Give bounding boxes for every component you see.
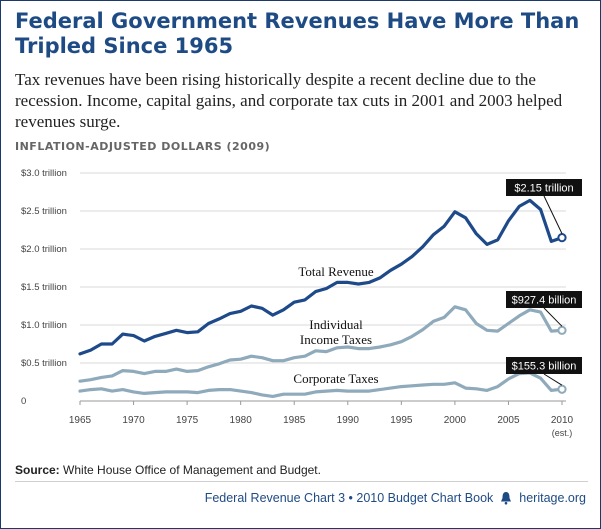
corporate-taxes-label: Corporate Taxes xyxy=(293,371,378,386)
y-tick-label: $2.5 trillion xyxy=(21,206,67,217)
callout-label: $927.4 billion xyxy=(512,295,577,307)
units-label: INFLATION-ADJUSTED DOLLARS (2009) xyxy=(15,140,271,153)
y-tick-label: $3.0 trillion xyxy=(21,168,67,179)
site-link[interactable]: heritage.org xyxy=(519,491,586,505)
callout-box xyxy=(506,291,582,308)
chart-title: Federal Government Revenues Have More Th… xyxy=(15,9,580,58)
liberty-bell-icon xyxy=(501,492,512,505)
callout-label: $2.15 trillion xyxy=(514,183,573,195)
source-note: Source: White House Office of Management… xyxy=(15,463,321,477)
source-text: White House Office of Management and Bud… xyxy=(63,463,321,477)
line-chart: 0 $0.5 trillion $1.0 trillion $1.5 trillion… xyxy=(21,168,582,438)
y-tick-label: $2.0 trillion xyxy=(21,244,67,255)
individual-income-taxes-label: Individual xyxy=(309,317,363,332)
x-tick-label: 1990 xyxy=(337,415,360,426)
callout-pointer xyxy=(543,307,563,327)
x-tick-label: 1975 xyxy=(176,415,199,426)
x-tick-label: 1965 xyxy=(69,415,92,426)
callout-pointer xyxy=(543,373,563,386)
callout-label: $155.3 billion xyxy=(512,361,577,373)
total-revenue-line xyxy=(78,198,564,356)
corporate-taxes-line xyxy=(78,371,564,398)
endpoint-marker xyxy=(557,233,567,243)
chart-subtitle: Tax revenues have been rising historical… xyxy=(15,70,563,131)
x-tick-label: 2000 xyxy=(444,415,467,426)
y-tick-label: $1.5 trillion xyxy=(21,282,67,293)
x-tick-label: 1995 xyxy=(390,415,413,426)
x-tick-label: 1985 xyxy=(283,415,306,426)
endpoint-marker xyxy=(557,384,567,394)
x-tick-label: 2010 xyxy=(551,415,574,426)
callout-box xyxy=(506,357,582,374)
individual-income-taxes-line xyxy=(78,305,564,383)
footer: Federal Revenue Chart 3 • 2010 Budget Ch… xyxy=(205,491,586,505)
x-tick-label: 1970 xyxy=(122,415,145,426)
endpoint-marker xyxy=(557,325,567,335)
x-tick-label: 1980 xyxy=(230,415,253,426)
y-tick-label: $0.5 trillion xyxy=(21,358,67,369)
total-revenue-label: Total Revenue xyxy=(298,264,373,279)
y-tick-label: 0 xyxy=(21,396,26,407)
callout-pointer xyxy=(543,195,563,234)
individual-income-taxes-label: Income Taxes xyxy=(300,332,372,347)
x-tick-label: 2005 xyxy=(497,415,520,426)
source-label: Source: xyxy=(15,463,60,477)
x-estimate-note: (est.) xyxy=(552,428,573,438)
chart-reference: Federal Revenue Chart 3 • 2010 Budget Ch… xyxy=(204,491,494,505)
callout-box xyxy=(506,179,582,196)
footer-divider xyxy=(15,481,588,482)
y-tick-label: $1.0 trillion xyxy=(21,320,67,331)
